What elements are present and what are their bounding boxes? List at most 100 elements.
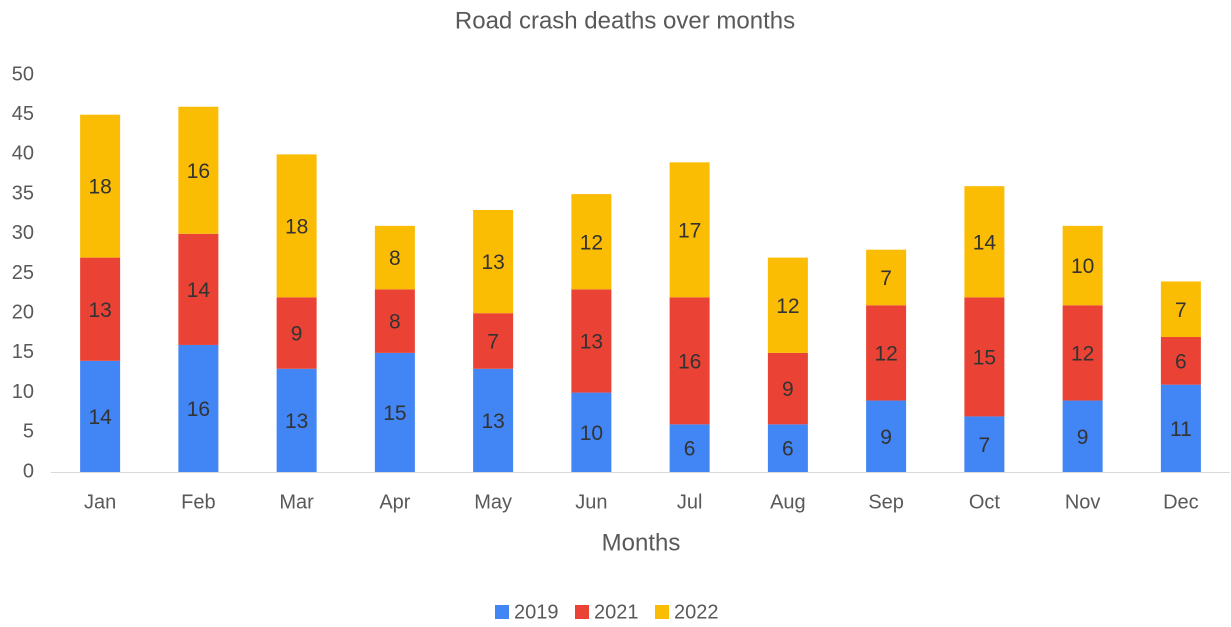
data-label: 14 <box>973 231 997 254</box>
x-tick-label: Dec <box>1163 491 1199 513</box>
bar-segment <box>473 368 514 472</box>
data-label: 8 <box>389 311 401 334</box>
y-tick-label: 0 <box>23 460 34 482</box>
bar-segment <box>1062 400 1103 472</box>
data-label: 18 <box>88 176 111 199</box>
x-tick-label: Jul <box>677 491 703 513</box>
data-label: 13 <box>481 251 504 274</box>
legend-swatch <box>495 605 509 619</box>
x-tick-label: Apr <box>379 491 410 513</box>
data-label: 13 <box>580 331 603 354</box>
legend-label: 2019 <box>514 601 559 623</box>
data-label: 6 <box>1175 350 1187 373</box>
bar-segment <box>571 392 612 472</box>
x-axis-title: Months <box>602 529 681 556</box>
data-label: 11 <box>1170 418 1192 441</box>
data-label: 12 <box>776 295 799 318</box>
bar-segment <box>1160 337 1201 385</box>
bar-segment <box>669 297 710 425</box>
x-tick-label: Aug <box>770 491 806 513</box>
bar-segment <box>374 225 415 290</box>
x-tick-label: Nov <box>1065 491 1101 513</box>
y-tick-label: 50 <box>12 63 34 85</box>
data-label: 8 <box>389 247 401 270</box>
data-label: 10 <box>1071 255 1094 278</box>
data-label: 14 <box>88 406 112 429</box>
chart-title: Road crash deaths over months <box>455 7 795 34</box>
bar-segment <box>80 257 121 361</box>
bar-segment <box>1160 384 1201 472</box>
y-tick-label: 20 <box>12 301 34 323</box>
bar-segment <box>178 106 219 234</box>
y-tick-label: 45 <box>12 103 34 125</box>
data-label: 16 <box>187 160 210 183</box>
bar-segment <box>374 352 415 472</box>
bar-segment <box>178 344 219 472</box>
legend-label: 2021 <box>594 601 639 623</box>
bar-segment <box>571 289 612 393</box>
bar-segment <box>767 257 808 353</box>
data-label: 7 <box>979 434 991 457</box>
bar-segment <box>571 194 612 290</box>
data-label: 17 <box>678 219 701 242</box>
data-label: 16 <box>187 398 210 421</box>
x-tick-label: Oct <box>969 491 1001 513</box>
data-label: 13 <box>88 299 111 322</box>
data-label: 15 <box>973 346 996 369</box>
data-label: 6 <box>782 438 794 461</box>
bar-segment <box>1160 281 1201 338</box>
x-tick-label: Feb <box>181 491 215 513</box>
x-tick-label: Jan <box>84 491 116 513</box>
y-tick-label: 30 <box>12 222 34 244</box>
bar-segment <box>767 352 808 425</box>
bar-segment <box>767 424 808 472</box>
data-label: 15 <box>383 402 406 425</box>
bar-segment <box>669 424 710 472</box>
y-tick-label: 25 <box>12 262 34 284</box>
data-label: 9 <box>880 426 892 449</box>
bar-segment <box>473 313 514 369</box>
data-label: 13 <box>285 410 308 433</box>
x-tick-label: Mar <box>279 491 314 513</box>
data-label: 6 <box>684 438 696 461</box>
y-tick-label: 40 <box>12 143 34 165</box>
bar-segment <box>866 400 907 472</box>
bar-segment <box>964 297 1005 417</box>
bar-segment <box>276 297 317 369</box>
bar-segment <box>866 249 907 306</box>
bar-segment <box>80 114 121 258</box>
bar-segment <box>866 305 907 401</box>
bar-segment <box>1062 225 1103 306</box>
legend-swatch <box>655 605 669 619</box>
data-label: 9 <box>291 323 303 346</box>
legend-label: 2022 <box>674 601 719 623</box>
bar-segment <box>276 368 317 472</box>
x-tick-label: May <box>474 491 512 513</box>
y-tick-label: 35 <box>12 182 34 204</box>
bar-segment <box>1062 305 1103 401</box>
legend-swatch <box>575 605 589 619</box>
bar-segment <box>178 233 219 345</box>
data-label: 18 <box>285 215 308 238</box>
bar-segment <box>374 289 415 353</box>
x-tick-label: Sep <box>868 491 904 513</box>
bar-segment <box>964 416 1005 472</box>
data-label: 12 <box>1071 342 1094 365</box>
data-label: 13 <box>481 410 504 433</box>
data-label: 7 <box>1175 299 1187 322</box>
data-label: 14 <box>187 279 211 302</box>
data-label: 12 <box>874 342 897 365</box>
data-label: 10 <box>580 422 603 445</box>
data-label: 9 <box>1077 426 1089 449</box>
y-tick-label: 5 <box>23 421 34 443</box>
data-label: 9 <box>782 378 794 401</box>
data-label: 16 <box>678 350 701 373</box>
bar-segment <box>80 360 121 472</box>
y-tick-label: 10 <box>12 381 34 403</box>
data-label: 7 <box>880 267 892 290</box>
bar-segment <box>276 154 317 298</box>
bar-segment <box>964 186 1005 298</box>
x-tick-label: Jun <box>575 491 607 513</box>
data-label: 7 <box>487 331 499 354</box>
